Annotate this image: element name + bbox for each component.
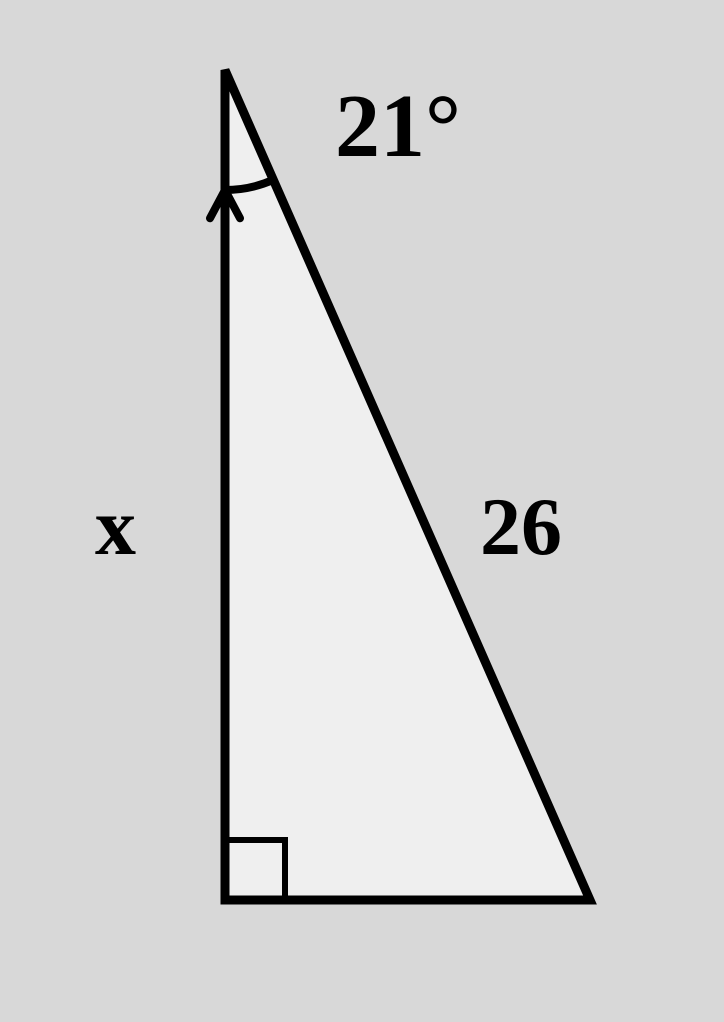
unknown-side-label: x xyxy=(95,480,136,574)
hypotenuse-label: 26 xyxy=(480,480,562,574)
angle-label: 21° xyxy=(335,75,461,178)
diagram-canvas: 21° 26 x xyxy=(0,0,724,1022)
